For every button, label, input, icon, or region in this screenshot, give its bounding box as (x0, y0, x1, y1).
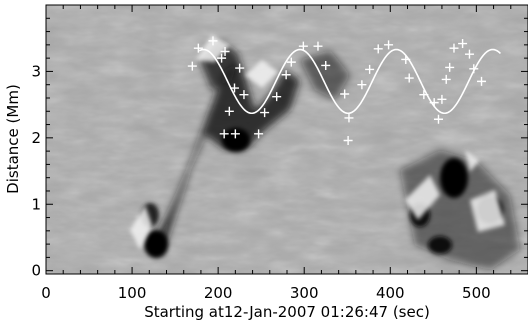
data-point (235, 63, 245, 73)
data-point (298, 41, 308, 51)
data-point (344, 113, 354, 123)
data-point (437, 94, 447, 104)
y-axis: 0 1 2 3 (31, 17, 528, 280)
data-point (365, 64, 375, 74)
data-point (217, 53, 227, 63)
data-point (384, 40, 394, 50)
x-axis-label: Starting at12-Jan-2007 01:26:47 (sec) (144, 303, 430, 321)
y-axis-label: Distance (Mm) (4, 84, 22, 194)
data-point (230, 129, 240, 139)
data-point (321, 60, 331, 70)
data-point (281, 70, 291, 80)
x-tick-label: 100 (118, 284, 147, 302)
data-point (449, 43, 459, 53)
data-point (441, 74, 451, 84)
data-point (224, 106, 234, 116)
data-point (401, 54, 411, 64)
x-tick-label: 300 (290, 284, 319, 302)
data-point (458, 39, 468, 49)
data-point (272, 92, 282, 102)
data-point (404, 73, 414, 83)
x-axis: 0 100 200 300 400 500 (41, 5, 528, 302)
data-point (219, 129, 229, 139)
data-point (260, 108, 270, 118)
data-point (193, 43, 203, 53)
data-point (477, 76, 487, 86)
data-point (340, 89, 350, 99)
data-point (239, 90, 249, 100)
data-point (469, 64, 479, 74)
data-point (254, 129, 264, 139)
data-point (187, 61, 197, 71)
y-tick-label: 1 (31, 195, 41, 213)
data-point (229, 83, 239, 93)
x-tick-label: 200 (204, 284, 233, 302)
y-tick-label: 0 (31, 262, 41, 280)
image-background (46, 5, 528, 274)
x-tick-label: 0 (41, 284, 51, 302)
data-point (343, 135, 353, 145)
data-point (433, 114, 443, 124)
data-point (419, 90, 429, 100)
data-point (445, 62, 455, 72)
data-point (208, 36, 218, 46)
data-point (429, 98, 439, 108)
data-point (464, 49, 474, 59)
data-point (373, 44, 383, 54)
x-tick-label: 500 (462, 284, 491, 302)
data-point (286, 57, 296, 67)
y-tick-label: 3 (31, 62, 41, 80)
fit-curve (198, 48, 502, 115)
data-point (313, 41, 323, 51)
x-tick-label: 400 (376, 284, 405, 302)
data-point (357, 80, 367, 90)
data-markers (187, 36, 487, 145)
y-tick-label: 2 (31, 129, 41, 147)
data-point (220, 46, 230, 56)
